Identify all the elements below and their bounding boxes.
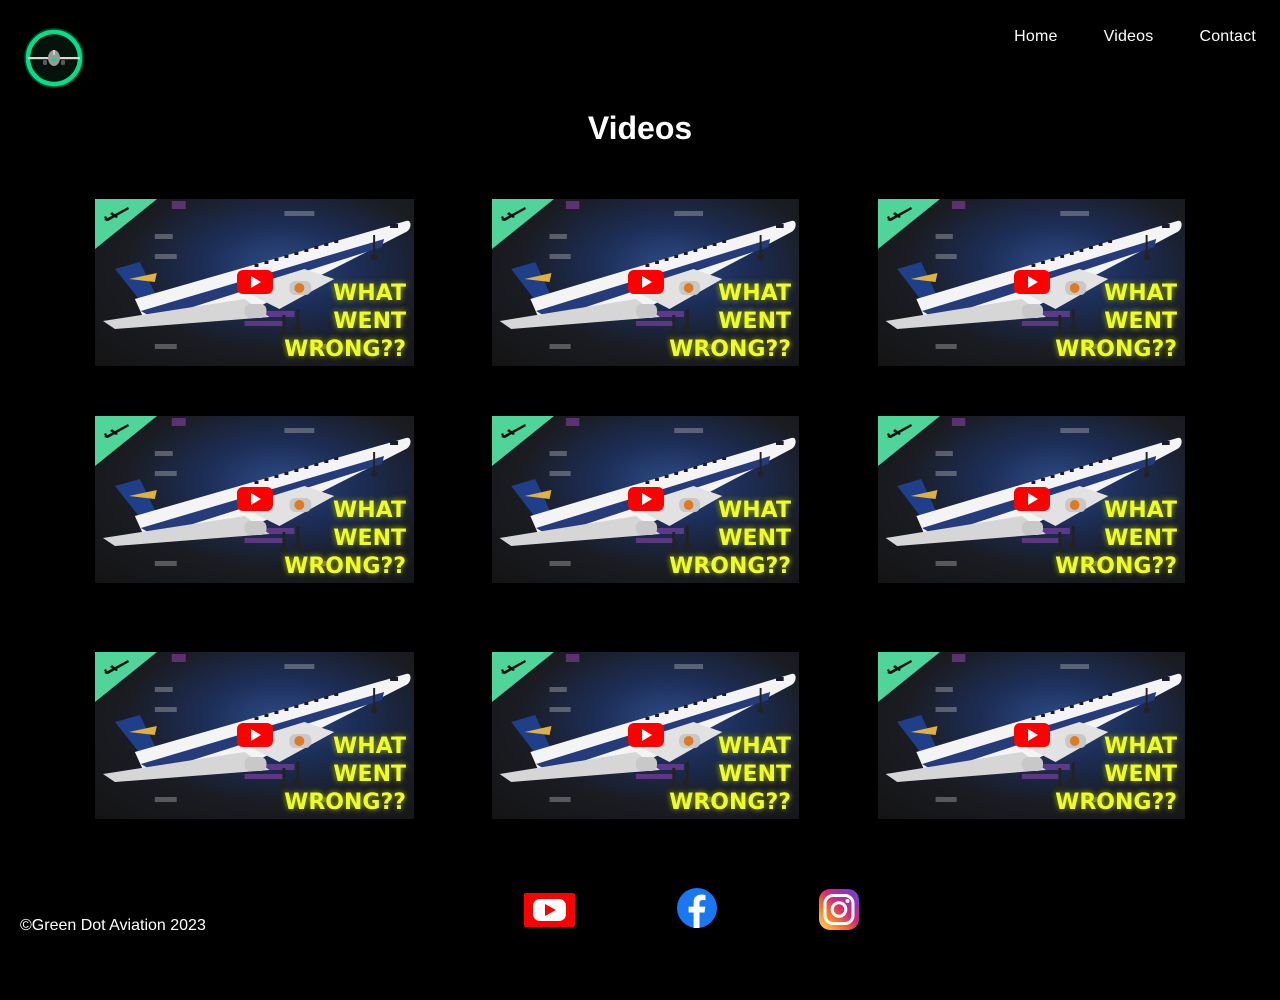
- thumbnail-caption: WHAT WENT WRONG??: [284, 733, 406, 817]
- thumbnail-corner-badge: [95, 199, 157, 249]
- logo-plane-icon: [24, 28, 84, 88]
- airplane-illustration: [499, 654, 796, 802]
- caption-line: WRONG??: [669, 554, 791, 579]
- caption-line: WRONG??: [1055, 337, 1177, 362]
- nav-contact[interactable]: Contact: [1199, 28, 1256, 45]
- airplane-illustration: [102, 654, 411, 802]
- nav-home[interactable]: Home: [1014, 28, 1058, 45]
- instagram-icon[interactable]: [818, 888, 860, 931]
- caption-line: WENT: [1104, 762, 1177, 787]
- video-thumbnail-1[interactable]: WHAT WENT WRONG??: [95, 199, 414, 366]
- thumbnail-caption: WHAT WENT WRONG??: [669, 733, 791, 817]
- caption-line: WENT: [718, 762, 791, 787]
- copyright-text: ©Green Dot Aviation 2023: [20, 917, 206, 934]
- play-button-icon[interactable]: [627, 722, 664, 747]
- video-thumbnail-7[interactable]: WHAT WENT WRONG??: [95, 652, 414, 819]
- play-button-icon[interactable]: [627, 486, 664, 511]
- channel-plane-icon: [104, 660, 129, 674]
- video-thumbnail-5[interactable]: WHAT WENT WRONG??: [492, 416, 799, 583]
- play-button-icon[interactable]: [1013, 722, 1050, 747]
- caption-line: WHAT: [332, 281, 406, 306]
- video-thumbnail-4[interactable]: WHAT WENT WRONG??: [95, 416, 414, 583]
- video-thumbnail-3[interactable]: WHAT WENT WRONG??: [878, 199, 1185, 366]
- caption-line: WRONG??: [1055, 790, 1177, 815]
- thumbnail-corner-badge: [878, 416, 940, 466]
- caption-line: WHAT: [332, 734, 406, 759]
- caption-line: WRONG??: [669, 337, 791, 362]
- thumbnail-caption: WHAT WENT WRONG??: [1055, 733, 1177, 817]
- caption-line: WHAT: [717, 734, 791, 759]
- thumbnail-corner-badge: [878, 199, 940, 249]
- video-thumbnail-6[interactable]: WHAT WENT WRONG??: [878, 416, 1185, 583]
- caption-line: WENT: [718, 309, 791, 334]
- caption-line: WHAT: [1103, 498, 1177, 523]
- video-thumbnail-9[interactable]: WHAT WENT WRONG??: [878, 652, 1185, 819]
- caption-line: WHAT: [1103, 734, 1177, 759]
- play-button-icon[interactable]: [627, 269, 664, 294]
- play-button-icon[interactable]: [236, 486, 273, 511]
- caption-line: WRONG??: [284, 554, 406, 579]
- channel-plane-icon: [887, 660, 912, 674]
- thumbnail-corner-badge: [492, 199, 554, 249]
- thumbnail-caption: WHAT WENT WRONG??: [284, 497, 406, 581]
- video-thumbnail-2[interactable]: WHAT WENT WRONG??: [492, 199, 799, 366]
- caption-line: WHAT: [717, 281, 791, 306]
- channel-plane-icon: [887, 207, 912, 221]
- caption-line: WENT: [718, 526, 791, 551]
- nav-videos[interactable]: Videos: [1103, 28, 1154, 45]
- play-button-icon[interactable]: [236, 722, 273, 747]
- caption-line: WENT: [1104, 309, 1177, 334]
- thumbnail-caption: WHAT WENT WRONG??: [669, 280, 791, 364]
- thumbnail-corner-badge: [95, 652, 157, 702]
- facebook-icon[interactable]: [677, 888, 717, 928]
- thumbnail-caption: WHAT WENT WRONG??: [284, 280, 406, 364]
- play-button-icon[interactable]: [1013, 486, 1050, 511]
- thumbnail-caption: WHAT WENT WRONG??: [669, 497, 791, 581]
- airplane-illustration: [102, 201, 411, 349]
- channel-plane-icon: [104, 207, 129, 221]
- video-thumbnail-8[interactable]: WHAT WENT WRONG??: [492, 652, 799, 819]
- thumbnail-corner-badge: [878, 652, 940, 702]
- caption-line: WRONG??: [284, 337, 406, 362]
- channel-plane-icon: [501, 424, 526, 438]
- play-button-icon[interactable]: [236, 269, 273, 294]
- site-logo[interactable]: [24, 27, 84, 89]
- channel-plane-icon: [501, 660, 526, 674]
- thumbnail-corner-badge: [492, 416, 554, 466]
- channel-plane-icon: [104, 424, 129, 438]
- caption-line: WENT: [333, 762, 406, 787]
- thumbnail-caption: WHAT WENT WRONG??: [1055, 280, 1177, 364]
- thumbnail-corner-badge: [492, 652, 554, 702]
- caption-line: WRONG??: [669, 790, 791, 815]
- page-title: Videos: [587, 110, 693, 146]
- channel-plane-icon: [501, 207, 526, 221]
- caption-line: WENT: [1104, 526, 1177, 551]
- caption-line: WRONG??: [284, 790, 406, 815]
- play-button-icon[interactable]: [1013, 269, 1050, 294]
- youtube-icon[interactable]: [524, 893, 575, 927]
- caption-line: WENT: [333, 526, 406, 551]
- caption-line: WRONG??: [1055, 554, 1177, 579]
- caption-line: WHAT: [332, 498, 406, 523]
- channel-plane-icon: [887, 424, 912, 438]
- caption-line: WHAT: [1103, 281, 1177, 306]
- thumbnail-caption: WHAT WENT WRONG??: [1055, 497, 1177, 581]
- main-nav: Home Videos Contact: [1014, 28, 1256, 46]
- thumbnail-corner-badge: [95, 416, 157, 466]
- caption-line: WHAT: [717, 498, 791, 523]
- caption-line: WENT: [333, 309, 406, 334]
